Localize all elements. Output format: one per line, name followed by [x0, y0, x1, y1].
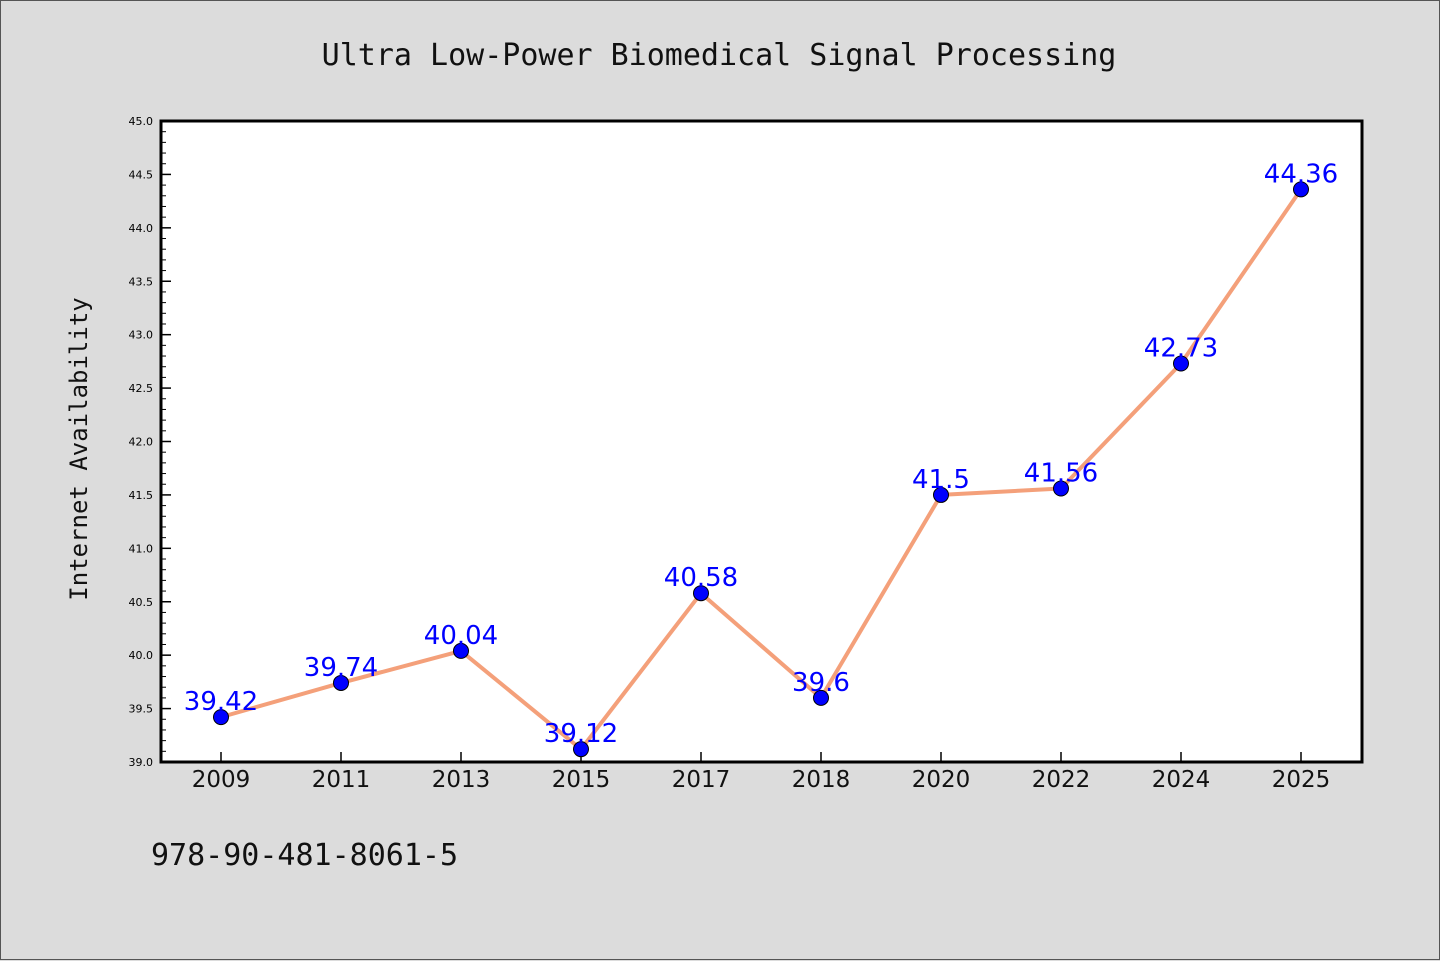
x-tick-label: 2024 — [1152, 767, 1211, 793]
data-point — [453, 642, 469, 659]
data-point — [213, 709, 229, 726]
x-axis: 2009 2011 2013 2015 2017 2018 2020 2022 2024 2025 — [192, 752, 1331, 793]
data-point — [933, 486, 949, 503]
y-tick-label: 39.0 — [129, 756, 154, 769]
data-label: 41.56 — [1024, 459, 1098, 489]
series-polyline — [220, 188, 1303, 752]
y-tick-label: 45.0 — [129, 115, 154, 128]
x-tick-label: 2025 — [1272, 767, 1331, 793]
x-tick-label: 2011 — [312, 767, 371, 793]
x-tick-label: 2017 — [672, 767, 731, 793]
data-label: 40.04 — [424, 621, 498, 651]
data-label: 40.58 — [664, 563, 738, 593]
data-point — [1053, 480, 1069, 497]
x-tick-label: 2009 — [192, 767, 251, 793]
data-label: 39.74 — [304, 653, 378, 683]
x-tick-label: 2013 — [432, 767, 491, 793]
data-label: 39.42 — [184, 687, 258, 717]
x-tick-label: 2018 — [792, 767, 851, 793]
y-tick-label: 39.5 — [129, 703, 154, 716]
data-point — [333, 674, 349, 691]
y-tick-label: 44.5 — [129, 168, 154, 181]
y-axis: 39.0 39.5 40.0 40.5 41.0 41.5 42.0 42.5 43.0 43.5… — [129, 115, 171, 769]
series-line — [220, 188, 1303, 752]
data-labels: 39.42 39.74 40.04 39.12 40.58 39.6 41.5 41.56 42… — [184, 159, 1338, 749]
y-tick-label: 42.5 — [129, 382, 154, 395]
data-point — [693, 585, 709, 602]
chart-title: Ultra Low-Power Biomedical Signal Proces… — [322, 38, 1117, 73]
y-tick-label: 44.0 — [129, 222, 154, 235]
y-tick-label: 41.5 — [129, 489, 154, 502]
plot-area — [159, 119, 1364, 764]
data-point — [813, 689, 829, 706]
y-tick-label: 43.0 — [129, 329, 154, 342]
y-tick-label: 43.5 — [129, 275, 154, 288]
data-point — [1173, 355, 1189, 372]
data-label: 39.6 — [792, 668, 850, 698]
data-point — [573, 741, 589, 758]
data-label: 44.36 — [1264, 159, 1338, 189]
series-markers — [213, 181, 1309, 758]
y-tick-label: 42.0 — [129, 436, 154, 449]
data-label: 41.5 — [912, 465, 970, 495]
x-tick-label: 2015 — [552, 767, 611, 793]
y-axis-label: Internet Availability — [65, 297, 93, 600]
data-label: 42.73 — [1144, 334, 1218, 364]
x-tick-label: 2020 — [912, 767, 971, 793]
x-tick-label: 2022 — [1032, 767, 1091, 793]
data-point — [1293, 181, 1309, 198]
data-label: 39.12 — [544, 719, 618, 749]
isbn-text: 978-90-481-8061-5 — [151, 838, 458, 873]
y-tick-label: 40.0 — [129, 649, 154, 662]
y-tick-label: 41.0 — [129, 542, 154, 555]
y-tick-label: 40.5 — [129, 596, 154, 609]
